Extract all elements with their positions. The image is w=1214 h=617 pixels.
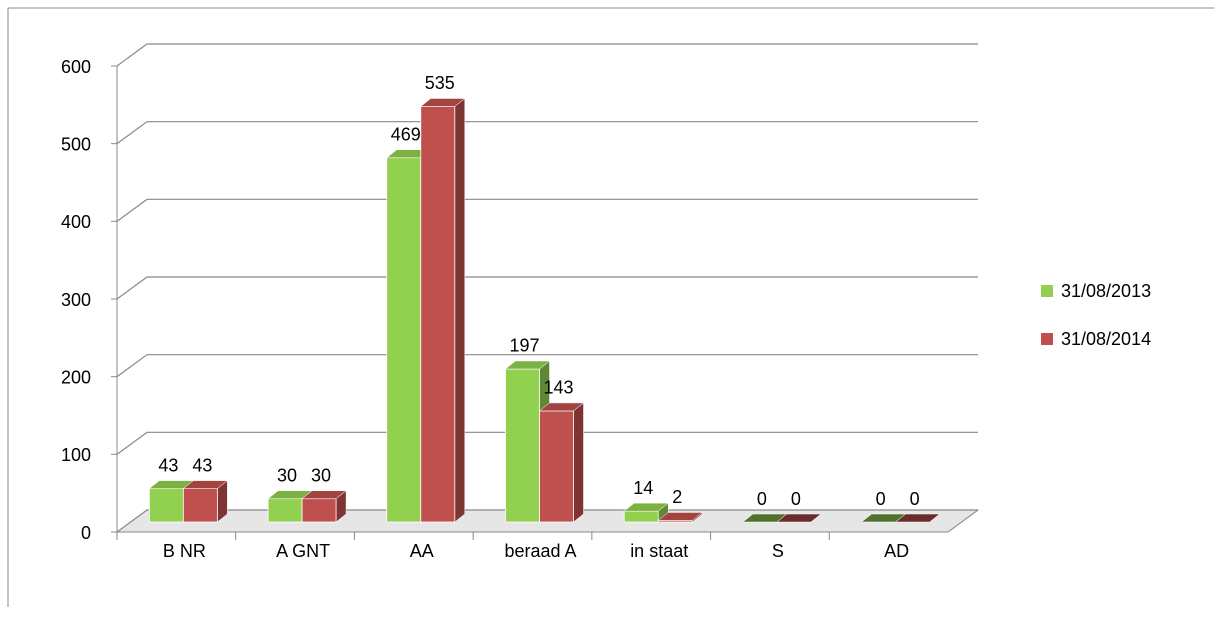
y-tick-label: 100	[61, 445, 91, 465]
bar	[538, 402, 585, 523]
x-tick-label: S	[772, 541, 784, 561]
data-label: 0	[876, 489, 886, 509]
y-tick-label: 600	[61, 57, 91, 77]
data-label: 14	[633, 478, 653, 498]
bar-top	[776, 513, 822, 523]
bar-top	[894, 513, 941, 523]
bar-top	[420, 98, 466, 107]
x-tick-label: in staat	[630, 541, 688, 561]
x-tick-label: AD	[884, 541, 909, 561]
y-tick-label: 400	[61, 212, 91, 232]
bar-side	[573, 402, 584, 523]
data-label: 535	[425, 73, 455, 93]
bar-front	[505, 368, 540, 523]
data-label: 143	[543, 378, 573, 398]
bar-top	[504, 360, 551, 370]
grid-line	[116, 276, 978, 300]
data-label: 43	[192, 455, 212, 475]
bar	[776, 513, 822, 523]
y-tick-label: 300	[61, 290, 91, 310]
bar-side	[454, 97, 466, 523]
y-tick-label: 500	[61, 134, 91, 154]
x-tick-label: B NR	[163, 541, 206, 561]
data-label: 0	[757, 489, 767, 509]
bar-front	[420, 106, 456, 523]
bar	[420, 97, 466, 523]
x-tick-label: A GNT	[276, 541, 330, 561]
bar	[894, 513, 941, 523]
bar-top	[623, 502, 669, 512]
bar-front	[623, 510, 659, 523]
bar-top	[301, 490, 347, 499]
bar-front	[386, 157, 422, 523]
bar	[657, 511, 703, 523]
grid-line	[116, 198, 978, 222]
x-tick-label: beraad A	[504, 541, 576, 561]
legend-swatch	[1041, 333, 1053, 345]
bar	[301, 490, 347, 523]
bar	[623, 502, 669, 523]
bar-front	[148, 488, 184, 523]
data-label: 0	[791, 489, 801, 509]
data-label: 197	[509, 336, 539, 356]
legend-label: 31/08/2013	[1061, 281, 1151, 301]
data-label: 2	[672, 487, 682, 507]
bar	[182, 480, 229, 523]
data-label: 30	[277, 465, 297, 485]
data-label: 469	[391, 124, 421, 144]
bar-front	[301, 498, 337, 523]
bar-front	[182, 488, 218, 523]
floor-edge	[947, 509, 979, 533]
data-label: 30	[311, 465, 331, 485]
x-tick-label: AA	[410, 541, 434, 561]
grid-line	[116, 43, 978, 67]
bar-front	[267, 498, 303, 523]
grid-line	[116, 121, 978, 145]
y-tick-label: 200	[61, 367, 91, 387]
y-tick-label: 0	[81, 523, 91, 543]
bar-front	[539, 410, 574, 523]
grid-line	[116, 509, 978, 533]
bar-top	[182, 480, 229, 489]
data-label: 0	[910, 489, 920, 509]
bar-top	[657, 512, 703, 521]
grid-line	[116, 431, 978, 455]
data-label: 43	[158, 455, 178, 475]
legend-swatch	[1041, 285, 1053, 297]
grid-line	[116, 354, 978, 378]
legend-label: 31/08/2014	[1061, 329, 1151, 349]
bar-top	[538, 402, 585, 412]
